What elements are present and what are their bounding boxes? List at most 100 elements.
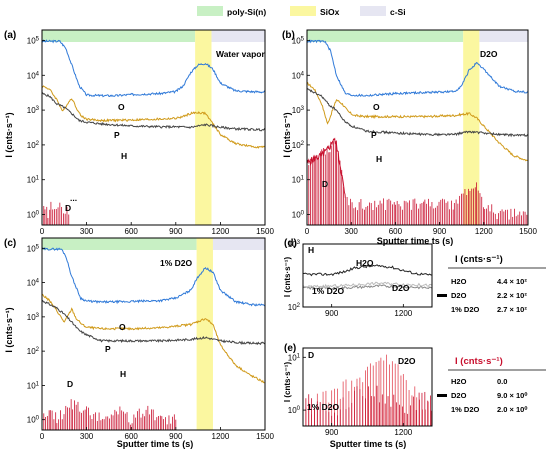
panel-label-c: (c) <box>4 238 16 249</box>
legend-label-poly-si: poly-Si(n) <box>227 7 266 17</box>
table-d-sample-1: D2O <box>451 291 467 300</box>
series-d-H2O <box>302 264 433 277</box>
series-c-P <box>41 293 265 384</box>
xtick-label-c: 1200 <box>212 432 230 441</box>
ytick-exponent: 3 <box>301 106 305 112</box>
ytick-label-c: 101 <box>27 381 40 390</box>
ytick-label-a: 102 <box>27 141 40 150</box>
xlabel-c: Sputter time ts (s) <box>117 439 194 449</box>
series-b-D-line <box>306 137 346 198</box>
xtick-label-b: 600 <box>389 227 403 236</box>
c-si-band-c <box>212 238 265 250</box>
xtick-label-b: 1200 <box>475 227 493 236</box>
title-a: Water vapor <box>216 49 266 59</box>
table-d-sample-0: H2O <box>451 277 467 286</box>
ytick-exponent: 2 <box>36 141 40 147</box>
xtick-label-a: 0 <box>40 227 45 236</box>
table-e-value-0: 0.0 <box>497 377 507 386</box>
ytick-exponent: 1 <box>301 176 305 182</box>
xlabel-b: Sputter time ts (s) <box>377 236 454 246</box>
ytick-label-a: 105 <box>27 36 40 45</box>
label-P-b: P <box>371 130 377 140</box>
label-1pct-e: 1% D2O <box>307 402 340 412</box>
xtick-label-c: 600 <box>125 432 139 441</box>
table-d-header: I (cnts·s⁻¹) <box>455 254 503 265</box>
siox-band-a <box>195 30 212 225</box>
ytick-label-a: 100 <box>27 211 40 220</box>
arrow-d-bar <box>437 294 447 297</box>
ytick-label-c: 103 <box>27 313 40 322</box>
plot-frame-c <box>41 237 266 431</box>
poly-si-band-a <box>42 30 196 42</box>
plot-frame-b <box>306 29 529 226</box>
xtick-label-d: 900 <box>325 309 339 318</box>
xtick-label-e: 900 <box>325 428 339 437</box>
table-d: I (cnts·s⁻¹) H2O 4.4 × 10² D2O 2.2 × 10²… <box>448 254 546 314</box>
series-b-O <box>306 39 529 98</box>
ytick-exponent: 1 <box>297 353 301 359</box>
series-a-O <box>41 39 266 98</box>
label-O-c: O <box>119 322 126 332</box>
label-P-c: P <box>105 344 111 354</box>
xtick-label-c: 1500 <box>256 432 274 441</box>
label-D-b: D <box>322 179 328 189</box>
ytick-label-c: 104 <box>27 279 40 288</box>
label-P-a: P <box>114 130 120 140</box>
table-e-header: I (cnts·s⁻¹) <box>455 356 503 367</box>
plot-d: 900 1200 102 103 <box>288 240 433 318</box>
table-d-value-2: 2.7 × 10² <box>497 305 527 314</box>
ytick-label-c: 102 <box>27 347 40 356</box>
arrow-d <box>437 294 447 297</box>
label-H-d: H <box>308 245 314 255</box>
ytick-label-b: 104 <box>292 71 305 80</box>
xtick-label-c: 300 <box>80 432 94 441</box>
ytick-exponent: 2 <box>301 141 305 147</box>
ytick-exponent: 4 <box>36 279 40 285</box>
c-si-band-a <box>211 30 265 42</box>
label-H2O-d: H2O <box>356 258 374 268</box>
label-D-a: D <box>65 203 71 213</box>
table-d-value-1: 2.2 × 10² <box>497 291 527 300</box>
c-si-band-b <box>479 30 528 42</box>
legend-label-c-si: c-Si <box>390 7 406 17</box>
ytick-label-a: 103 <box>27 106 40 115</box>
ylabel-a: I (cnts·s⁻¹) <box>4 112 14 157</box>
label-O-a: O <box>118 102 125 112</box>
label-O-b: O <box>373 102 380 112</box>
series-b-P <box>306 81 529 162</box>
ytick-exponent: 2 <box>36 347 40 353</box>
xtick-label-c: 0 <box>40 432 45 441</box>
ytick-exponent: 2 <box>297 303 301 309</box>
label-D2O-d: D2O <box>392 283 410 293</box>
series-d-1D2O <box>302 281 433 289</box>
ytick-exponent: 1 <box>36 176 40 182</box>
xtick-label-b: 300 <box>345 227 359 236</box>
ytick-exponent: 1 <box>36 381 40 387</box>
ytick-exponent: 3 <box>297 240 301 246</box>
ytick-label-a: 101 <box>27 176 40 185</box>
ytick-label-a: 104 <box>27 71 40 80</box>
series-b-H <box>306 87 529 138</box>
ytick-exponent: 4 <box>36 71 40 77</box>
plot-frame-d <box>302 243 433 308</box>
label-H-c: H <box>120 369 126 379</box>
panel-label-a: (a) <box>4 30 16 41</box>
plot-e: 900 1200 100 101 <box>288 347 433 437</box>
table-d-sample-2: 1% D2O <box>451 305 480 314</box>
label-1pct-d: 1% D2O <box>312 286 345 296</box>
ytick-label-b: 103 <box>292 106 305 115</box>
xtick-label-e: 1200 <box>394 428 412 437</box>
ytick-exponent: 0 <box>297 406 301 412</box>
series-c-O <box>41 247 266 307</box>
xtick-label-b: 1500 <box>519 227 537 236</box>
label-D-c: D <box>67 379 73 389</box>
ylabel-c: I (cnts·s⁻¹) <box>4 307 14 352</box>
ytick-exponent: 3 <box>36 313 40 319</box>
xlabel-e: Sputter time ts (s) <box>330 439 407 449</box>
xtick-label-a: 1500 <box>256 227 274 236</box>
ylabel-d: I (cnts·s⁻¹) <box>283 257 292 298</box>
panel-label-e: (e) <box>284 343 296 354</box>
table-e: I (cnts·s⁻¹) H2O 0.0 D2O 9.0 × 10⁰ 1% D2… <box>448 356 546 414</box>
ytick-exponent: 4 <box>301 71 305 77</box>
xtick-label-a: 600 <box>125 227 139 236</box>
